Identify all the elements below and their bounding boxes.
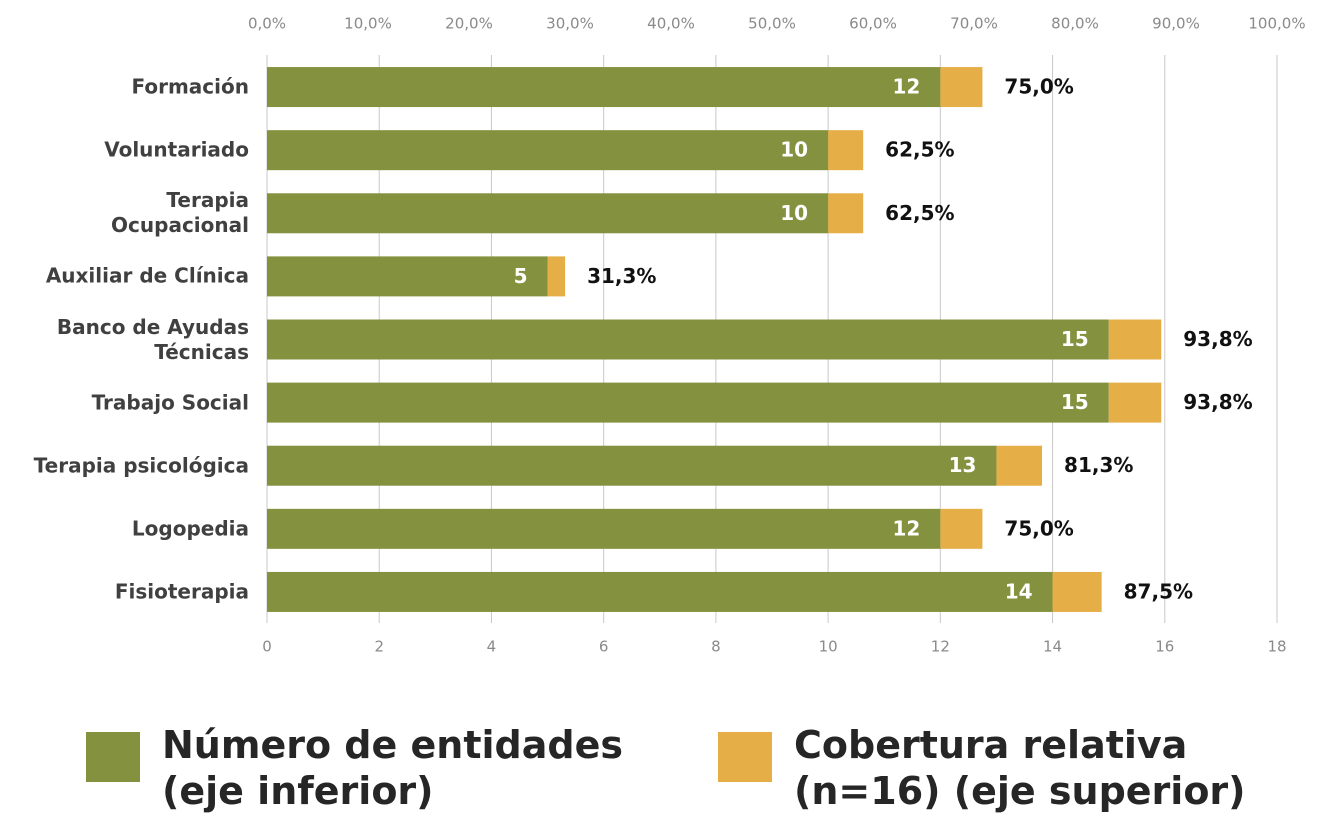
- data-label: 93,8%: [1183, 327, 1252, 351]
- category-label: Banco de Ayudas Técnicas: [56, 314, 249, 364]
- legend-swatch: [718, 732, 772, 782]
- data-label: 62,5%: [885, 138, 954, 162]
- bar: [267, 571, 1053, 612]
- x2-tick-label: 20,0%: [445, 15, 493, 33]
- x2-tick-label: 40,0%: [647, 15, 695, 33]
- x2-tick-label: 90,0%: [1152, 15, 1200, 33]
- x2-tick-label: 10,0%: [344, 15, 392, 33]
- x2-tick-label: 30,0%: [546, 15, 594, 33]
- category-label: Trabajo Social: [91, 390, 249, 415]
- bar: [267, 382, 1109, 423]
- data-label: 5: [514, 264, 528, 288]
- x-tick-label: 6: [599, 638, 609, 656]
- category-label: Voluntariado: [104, 137, 249, 162]
- data-label: 15: [1061, 390, 1089, 414]
- x-tick-label: 0: [262, 638, 272, 656]
- x-tick-label: 8: [711, 638, 721, 656]
- x2-tick-label: 80,0%: [1051, 15, 1099, 33]
- legend-label: Cobertura relativa (n=16) (eje superior): [794, 723, 1246, 813]
- data-label: 15: [1061, 327, 1089, 351]
- x-tick-label: 2: [374, 638, 384, 656]
- data-label: 12: [892, 516, 920, 540]
- bar-segment: [547, 256, 566, 297]
- bar-segment: [1052, 571, 1102, 612]
- x2-tick-label: 100,0%: [1248, 15, 1305, 33]
- legend-label: Número de entidades (eje inferior): [162, 723, 623, 813]
- category-label: Formación: [131, 74, 249, 99]
- data-label: 14: [1005, 579, 1033, 603]
- data-label: 13: [949, 453, 977, 477]
- x-tick-label: 14: [1043, 638, 1062, 656]
- data-label: 75,0%: [1004, 75, 1073, 99]
- category-label: Terapia Ocupacional: [111, 188, 249, 238]
- x-tick-label: 10: [819, 638, 838, 656]
- bar-segment: [1108, 382, 1162, 423]
- bar-segment: [940, 508, 983, 549]
- bar: [267, 319, 1109, 360]
- x2-tick-label: 60,0%: [849, 15, 897, 33]
- x2-tick-label: 70,0%: [950, 15, 998, 33]
- x-tick-label: 16: [1155, 638, 1174, 656]
- data-label: 62,5%: [885, 201, 954, 225]
- data-label: 10: [780, 201, 808, 225]
- bar: [267, 193, 829, 234]
- bar: [267, 508, 941, 549]
- bar-segment: [940, 67, 983, 108]
- category-label: Terapia psicológica: [33, 453, 249, 478]
- category-label: Auxiliar de Clínica: [45, 263, 249, 288]
- legend-swatch: [86, 732, 140, 782]
- data-label: 81,3%: [1064, 453, 1133, 477]
- bar: [267, 67, 941, 108]
- x-tick-label: 12: [931, 638, 950, 656]
- bar: [267, 445, 997, 486]
- data-label: 93,8%: [1183, 390, 1252, 414]
- data-label: 31,3%: [587, 264, 656, 288]
- category-label: Logopedia: [131, 516, 249, 541]
- data-label: 75,0%: [1004, 516, 1073, 540]
- bar-segment: [828, 193, 864, 234]
- bar: [267, 130, 829, 171]
- x-tick-label: 18: [1267, 638, 1286, 656]
- x2-tick-label: 50,0%: [748, 15, 796, 33]
- category-label: Fisioterapia: [114, 579, 249, 604]
- bar: [267, 256, 548, 297]
- bar-segment: [1108, 319, 1162, 360]
- data-label: 12: [892, 75, 920, 99]
- bar-segment: [996, 445, 1043, 486]
- x-tick-label: 4: [487, 638, 497, 656]
- x2-tick-label: 0,0%: [248, 15, 286, 33]
- data-label: 87,5%: [1124, 579, 1193, 603]
- data-label: 10: [780, 138, 808, 162]
- bar-segment: [828, 130, 864, 171]
